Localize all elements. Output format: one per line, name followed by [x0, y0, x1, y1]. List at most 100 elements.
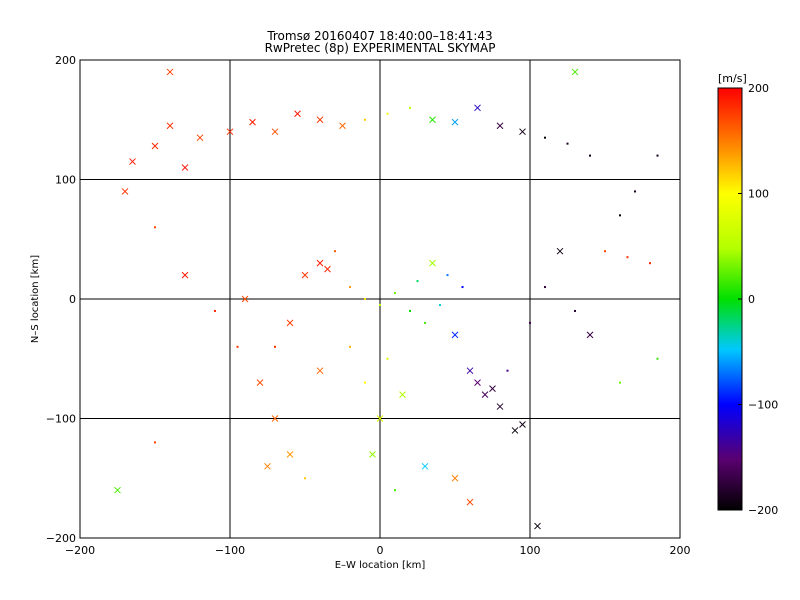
y-tick-label: 100	[55, 174, 76, 187]
data-point-dot	[619, 214, 621, 217]
data-point-cross	[271, 128, 279, 136]
data-point-cross	[241, 295, 249, 303]
data-point-dot	[544, 136, 546, 139]
data-point-cross	[249, 118, 256, 126]
plot-grid	[80, 60, 680, 538]
plot-frame	[79, 59, 681, 539]
x-tick-label: −200	[65, 544, 95, 557]
data-point-cross	[399, 391, 406, 398]
data-point-cross	[181, 164, 189, 171]
colorbar-tick-label: 0	[748, 293, 755, 306]
data-point-cross	[376, 415, 384, 422]
data-point-cross	[556, 247, 564, 255]
data-point-dot	[544, 286, 546, 289]
x-tick-label: 200	[670, 544, 691, 557]
data-point-cross	[496, 122, 504, 130]
data-point-dot	[386, 112, 389, 115]
data-point-dot	[304, 477, 306, 480]
data-point-dot	[409, 106, 411, 109]
data-point-dot	[154, 441, 156, 444]
data-point-dot	[394, 292, 396, 295]
data-point-dot	[154, 226, 156, 229]
x-tick-label: 100	[520, 544, 541, 557]
data-point-dot	[409, 309, 411, 312]
data-point-dot	[236, 345, 239, 348]
data-point-cross	[474, 379, 481, 387]
x-tick-label: −100	[215, 544, 245, 557]
colorbar-ticks: 200 100 0 −100 −200	[738, 82, 778, 517]
data-point-cross	[534, 522, 541, 530]
data-point-dot	[604, 250, 606, 253]
data-point-dot	[656, 357, 659, 360]
colorbar-tick-label: 200	[748, 82, 769, 95]
data-point-dot	[574, 309, 576, 312]
data-point-dot	[626, 256, 629, 259]
data-point-cross	[339, 122, 346, 130]
data-point-cross	[519, 128, 526, 136]
data-point-cross	[466, 367, 474, 375]
data-point-cross	[316, 259, 324, 267]
data-point-cross	[286, 319, 294, 327]
data-point-dot	[439, 303, 441, 306]
data-point-cross	[196, 134, 204, 142]
data-point-cross	[151, 142, 159, 150]
data-point-cross	[114, 486, 121, 494]
y-tick-label: −200	[46, 532, 76, 545]
data-point-dot	[619, 381, 621, 384]
data-point-cross	[421, 462, 429, 470]
data-point-cross	[451, 474, 459, 482]
data-point-cross	[256, 379, 264, 387]
data-point-dot	[589, 154, 591, 157]
data-point-cross	[586, 331, 594, 339]
y-tick-label: −100	[46, 413, 76, 426]
colorbar-tick-label: −100	[748, 399, 778, 412]
data-point-dot	[649, 262, 651, 265]
data-point-dot	[394, 489, 396, 492]
data-point-cross	[369, 450, 376, 458]
data-point-cross	[121, 188, 129, 195]
data-point-cross	[316, 367, 324, 375]
data-point-dot	[214, 309, 216, 312]
data-point-dot	[364, 298, 366, 300]
data-point-cross	[129, 158, 136, 165]
data-point-dot	[529, 321, 531, 324]
colorbar-label: [m/s]	[718, 72, 747, 85]
data-point-cross	[496, 403, 504, 410]
data-point-cross	[571, 68, 579, 76]
data-point-cross	[519, 421, 526, 428]
data-point-cross	[511, 427, 519, 434]
colorbar-tick-label: −200	[748, 504, 778, 517]
y-axis-label: N–S location [km]	[30, 255, 41, 343]
data-point-cross	[316, 116, 324, 124]
data-point-cross	[481, 391, 489, 398]
data-point-cross	[324, 265, 331, 273]
data-point-cross	[466, 498, 474, 506]
data-point-dot	[386, 357, 389, 360]
data-point-cross	[474, 104, 481, 112]
data-point-cross	[226, 128, 234, 136]
axis-ticks: −200 −100 0 100 200 −200 −100 0 100 200	[46, 54, 691, 557]
data-point-cross	[166, 122, 174, 130]
data-point-cross	[181, 271, 189, 279]
data-point-cross	[271, 415, 279, 422]
data-point-dot	[506, 369, 509, 372]
data-point-cross	[429, 116, 436, 124]
data-point-dot	[364, 118, 366, 121]
y-tick-label: 0	[69, 293, 76, 306]
data-point-dot	[656, 154, 659, 157]
data-point-dot	[566, 142, 569, 145]
scatter-points	[114, 68, 659, 530]
y-tick-label: 200	[55, 54, 76, 67]
data-point-cross	[286, 450, 294, 458]
data-point-dot	[424, 321, 426, 324]
data-point-dot	[379, 303, 381, 306]
data-point-cross	[264, 462, 271, 470]
data-point-cross	[429, 259, 436, 267]
colorbar-tick-label: 100	[748, 188, 769, 201]
data-point-dot	[446, 274, 449, 277]
x-tick-label: 0	[377, 544, 384, 557]
data-point-dot	[364, 381, 366, 384]
data-point-cross	[489, 385, 496, 392]
data-point-dot	[416, 280, 419, 283]
